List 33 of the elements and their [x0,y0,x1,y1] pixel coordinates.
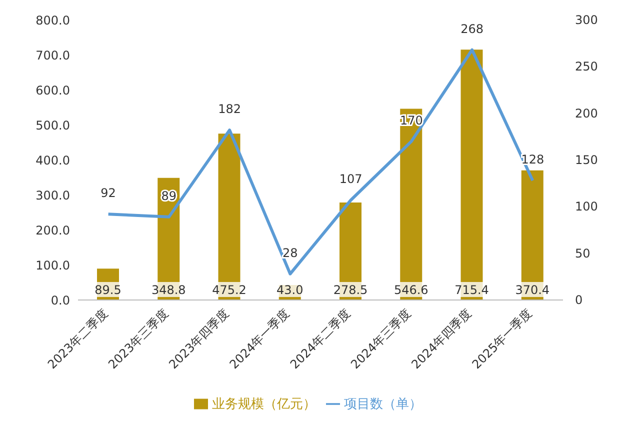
y-tick-label: 400.0 [36,153,70,168]
y-tick-label: 600.0 [36,83,70,98]
data-label: 89.5 [94,283,122,297]
y-tick-label: 100.0 [36,258,70,272]
data-label: 43.0 [276,283,304,297]
data-label: 475.2 [212,283,246,297]
y-tick-label: 500.0 [36,118,70,132]
y2-tick-label: 100 [575,200,598,214]
y2-tick-label: 250 [575,60,598,74]
y-tick-label: 200.0 [36,223,70,238]
y2-tick-label: 50 [575,246,590,260]
y2-tick-label: 200 [575,106,598,120]
y-tick-label: 300.0 [36,188,70,202]
y2-tick-label: 150 [575,153,598,167]
legend-label: 业务规模（亿元） [212,397,316,412]
y-tick-label: 0.0 [50,293,70,308]
legend-label: 项目数（单） [344,397,422,412]
data-label: 89 [161,188,177,203]
data-label: 546.6 [394,283,428,297]
data-label: 92 [100,186,116,200]
data-label: 370.4 [515,283,550,297]
y-tick-label: 800.0 [36,13,70,28]
data-label: 170 [400,113,423,128]
data-label: 268 [460,22,484,36]
data-label: 182 [218,102,242,116]
data-label: 278.5 [333,283,368,297]
data-label: 348.8 [151,283,186,297]
data-label: 107 [339,172,362,186]
y2-tick-label: 0 [575,293,583,307]
data-label: 28 [282,246,298,260]
y2-tick-label: 300 [575,13,598,27]
y-tick-label: 700.0 [36,48,70,62]
data-label: 715.4 [454,283,489,297]
